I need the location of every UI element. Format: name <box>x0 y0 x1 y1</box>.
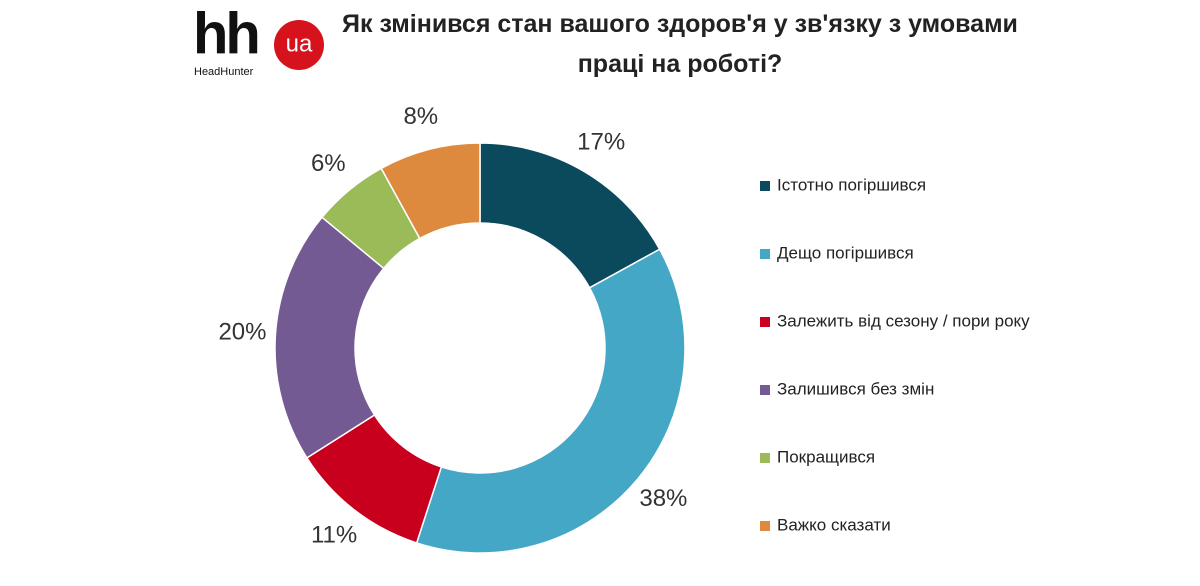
legend-swatch <box>760 453 770 463</box>
donut-segment <box>274 216 385 459</box>
logo-brand: hh <box>193 1 258 66</box>
legend-label: Покращився <box>777 447 875 466</box>
chart-title: Як змінився стан вашого здоров'я у зв'яз… <box>342 10 1018 78</box>
legend-label: Істотно погіршився <box>777 175 926 194</box>
legend-swatch <box>760 385 770 395</box>
logo-name: HeadHunter <box>194 66 254 78</box>
legend-swatch <box>760 521 770 531</box>
donut-segment <box>415 248 686 554</box>
legend-swatch <box>760 181 770 191</box>
data-label: 6% <box>311 150 346 177</box>
logo-badge-circle <box>274 20 324 70</box>
donut-segment <box>380 142 481 240</box>
data-label: 38% <box>639 485 687 512</box>
legend-label: Залишився без змін <box>777 379 934 398</box>
data-label: 8% <box>403 103 438 130</box>
legend-swatch <box>760 317 770 327</box>
legend-swatch <box>760 249 770 259</box>
legend-label: Важко сказати <box>777 515 891 534</box>
legend-label: Дещо погіршився <box>777 243 914 262</box>
data-label: 20% <box>218 318 266 345</box>
logo-badge: ua <box>286 30 313 57</box>
legend-label: Залежить від сезону / пори року <box>777 311 1030 330</box>
data-label: 17% <box>577 128 625 155</box>
data-label: 11% <box>311 521 357 548</box>
